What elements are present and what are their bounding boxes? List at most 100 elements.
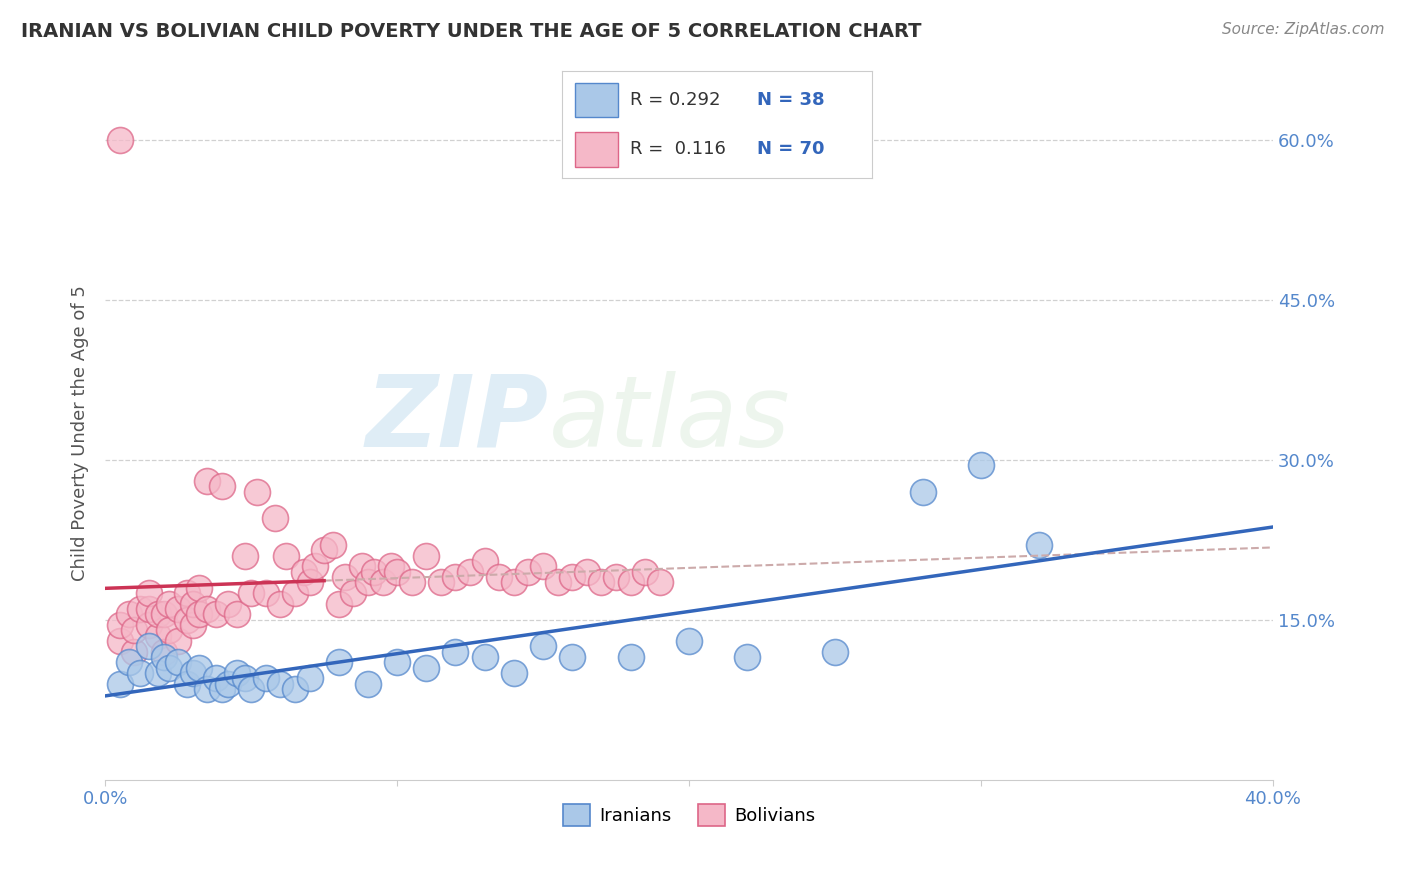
Point xyxy=(176,676,198,690)
Point xyxy=(167,634,190,648)
Point xyxy=(380,559,402,574)
Point xyxy=(187,581,209,595)
Point xyxy=(124,645,146,659)
Point xyxy=(502,575,524,590)
Point xyxy=(292,565,315,579)
Text: IRANIAN VS BOLIVIAN CHILD POVERTY UNDER THE AGE OF 5 CORRELATION CHART: IRANIAN VS BOLIVIAN CHILD POVERTY UNDER … xyxy=(21,22,921,41)
Point xyxy=(225,607,247,622)
Point xyxy=(159,660,181,674)
Point xyxy=(167,655,190,669)
Point xyxy=(233,549,256,563)
Point xyxy=(195,602,218,616)
Point xyxy=(167,602,190,616)
Text: atlas: atlas xyxy=(548,370,790,467)
Point xyxy=(159,597,181,611)
Point xyxy=(108,676,131,690)
Point xyxy=(444,570,467,584)
Point xyxy=(217,597,239,611)
Point xyxy=(152,607,174,622)
Text: R =  0.116: R = 0.116 xyxy=(630,141,727,159)
Point xyxy=(1028,538,1050,552)
Point xyxy=(385,565,408,579)
Point xyxy=(108,133,131,147)
Text: N = 70: N = 70 xyxy=(758,141,825,159)
Point xyxy=(474,554,496,568)
Point xyxy=(911,484,934,499)
Point xyxy=(284,681,307,696)
Text: ZIP: ZIP xyxy=(366,370,548,467)
Point xyxy=(322,538,344,552)
Point xyxy=(531,559,554,574)
Point xyxy=(517,565,540,579)
Point xyxy=(328,655,350,669)
Point xyxy=(152,650,174,665)
Point xyxy=(129,665,152,680)
Point xyxy=(575,565,598,579)
Point xyxy=(254,671,277,685)
Point xyxy=(970,458,993,472)
FancyBboxPatch shape xyxy=(575,132,619,167)
Point xyxy=(181,597,204,611)
Point xyxy=(269,676,291,690)
Point xyxy=(502,665,524,680)
Point xyxy=(176,586,198,600)
Text: R = 0.292: R = 0.292 xyxy=(630,91,721,109)
Point xyxy=(401,575,423,590)
Point xyxy=(138,640,160,654)
Point xyxy=(217,676,239,690)
FancyBboxPatch shape xyxy=(575,83,619,118)
Point xyxy=(298,671,321,685)
Point xyxy=(240,681,263,696)
Point xyxy=(737,650,759,665)
Point xyxy=(138,602,160,616)
Point xyxy=(385,655,408,669)
Point xyxy=(488,570,510,584)
Point xyxy=(195,681,218,696)
Point xyxy=(304,559,326,574)
Point xyxy=(117,655,139,669)
Point xyxy=(648,575,671,590)
Point xyxy=(276,549,298,563)
Point xyxy=(284,586,307,600)
Point xyxy=(547,575,569,590)
Point xyxy=(117,607,139,622)
Point xyxy=(146,665,169,680)
Point xyxy=(233,671,256,685)
Point xyxy=(561,650,583,665)
Point xyxy=(430,575,453,590)
Point xyxy=(620,650,643,665)
Y-axis label: Child Poverty Under the Age of 5: Child Poverty Under the Age of 5 xyxy=(72,285,89,581)
Point xyxy=(181,665,204,680)
Point xyxy=(561,570,583,584)
Point xyxy=(240,586,263,600)
Point xyxy=(634,565,657,579)
Point xyxy=(678,634,700,648)
Point xyxy=(371,575,394,590)
Point xyxy=(824,645,846,659)
Point xyxy=(146,629,169,643)
Point xyxy=(124,624,146,638)
Point xyxy=(263,511,285,525)
Point xyxy=(205,671,228,685)
Point xyxy=(314,543,336,558)
Point xyxy=(187,607,209,622)
Point xyxy=(357,575,380,590)
Point xyxy=(254,586,277,600)
Point xyxy=(195,474,218,488)
Point xyxy=(205,607,228,622)
Point xyxy=(152,645,174,659)
Point xyxy=(246,484,269,499)
Point xyxy=(159,624,181,638)
Point xyxy=(211,681,233,696)
Legend: Iranians, Bolivians: Iranians, Bolivians xyxy=(555,797,823,833)
Point xyxy=(129,602,152,616)
Point xyxy=(225,665,247,680)
Point xyxy=(591,575,613,590)
Point xyxy=(342,586,364,600)
Point xyxy=(108,618,131,632)
Point xyxy=(444,645,467,659)
Point xyxy=(176,613,198,627)
Point xyxy=(474,650,496,665)
Point xyxy=(333,570,356,584)
Point xyxy=(298,575,321,590)
